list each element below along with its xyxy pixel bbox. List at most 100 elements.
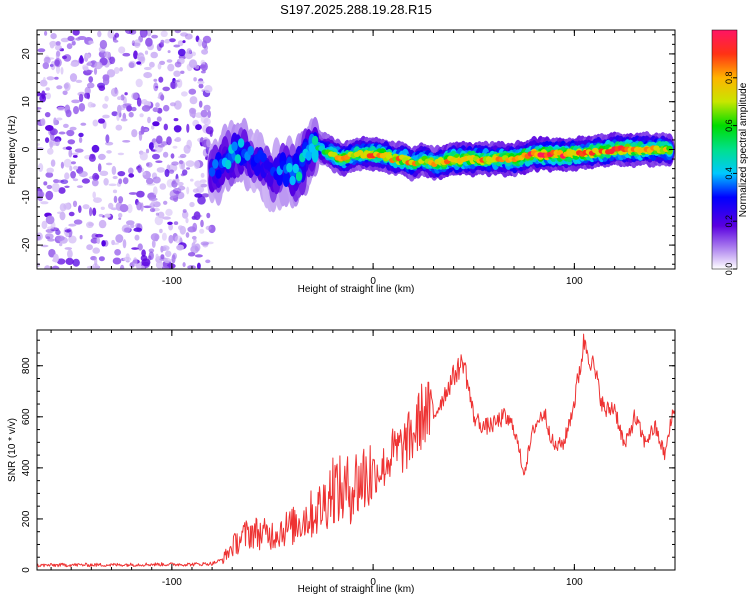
noise-speckle bbox=[63, 123, 69, 128]
noise-speckle bbox=[125, 30, 134, 34]
noise-speckle bbox=[139, 151, 148, 161]
noise-speckle bbox=[72, 200, 78, 207]
noise-speckle bbox=[62, 90, 68, 96]
noise-speckle bbox=[144, 128, 149, 132]
noise-speckle bbox=[162, 151, 169, 158]
noise-speckle bbox=[47, 238, 55, 242]
noise-speckle bbox=[197, 262, 201, 269]
noise-speckle bbox=[51, 265, 60, 269]
noise-speckle bbox=[68, 211, 75, 217]
noise-speckle bbox=[75, 79, 83, 83]
noise-speckle bbox=[173, 70, 181, 77]
noise-speckle bbox=[65, 257, 74, 265]
noise-speckle bbox=[64, 247, 73, 250]
noise-speckle bbox=[152, 176, 161, 184]
noise-speckle bbox=[72, 178, 79, 182]
noise-speckle bbox=[94, 61, 103, 70]
y-tick-label: 0 bbox=[21, 567, 32, 573]
noise-speckle bbox=[191, 235, 197, 240]
noise-speckle bbox=[166, 263, 176, 269]
noise-speckle bbox=[163, 257, 171, 263]
noise-speckle bbox=[70, 61, 79, 67]
noise-speckle bbox=[135, 78, 143, 88]
noise-speckle bbox=[148, 248, 155, 253]
noise-speckle bbox=[78, 205, 82, 214]
noise-speckle bbox=[50, 33, 57, 40]
noise-speckle bbox=[88, 154, 96, 162]
noise-speckle bbox=[64, 185, 70, 188]
noise-speckle bbox=[37, 92, 41, 97]
noise-speckle bbox=[169, 81, 178, 90]
noise-speckle bbox=[80, 122, 87, 126]
spectrogram-y-ticks: -20 -10 0 10 20 bbox=[21, 34, 675, 265]
x-tick-label: -100 bbox=[162, 276, 182, 287]
noise-speckle bbox=[151, 239, 156, 248]
noise-speckle bbox=[160, 245, 164, 253]
noise-speckle bbox=[155, 212, 159, 216]
noise-speckle bbox=[106, 69, 116, 78]
noise-speckle bbox=[45, 125, 54, 131]
noise-speckle bbox=[207, 110, 212, 119]
noise-speckle bbox=[165, 250, 172, 258]
noise-speckle bbox=[112, 189, 118, 194]
noise-speckle bbox=[124, 92, 128, 96]
ridge-cell bbox=[237, 138, 245, 148]
noise-speckle bbox=[205, 126, 214, 135]
noise-speckle bbox=[113, 39, 119, 43]
noise-speckle bbox=[67, 35, 75, 42]
noise-speckle bbox=[123, 227, 131, 233]
y-tick-label: 400 bbox=[21, 459, 32, 476]
noise-speckle bbox=[104, 51, 111, 58]
colorbar-tick-label: 0.6 bbox=[724, 119, 734, 132]
noise-speckle bbox=[111, 165, 117, 175]
noise-speckle bbox=[186, 139, 192, 149]
noise-speckle bbox=[145, 148, 150, 154]
snr-x-ticks: -100 0 100 bbox=[50, 330, 676, 588]
noise-speckle bbox=[201, 40, 208, 49]
noise-speckle bbox=[131, 92, 139, 100]
ridge-cell bbox=[247, 145, 254, 156]
noise-speckle bbox=[146, 162, 153, 168]
noise-speckle bbox=[186, 167, 191, 170]
noise-speckle bbox=[72, 258, 80, 267]
noise-speckle bbox=[186, 123, 190, 133]
noise-speckle bbox=[110, 87, 119, 97]
noise-speckle bbox=[114, 249, 121, 256]
noise-speckle bbox=[74, 148, 84, 153]
noise-speckle bbox=[78, 171, 88, 178]
noise-speckle bbox=[160, 141, 168, 146]
noise-speckle bbox=[94, 257, 98, 267]
noise-speckle bbox=[138, 56, 145, 62]
noise-speckle bbox=[105, 141, 114, 146]
noise-speckle bbox=[92, 247, 100, 254]
noise-speckle bbox=[97, 30, 102, 38]
ridge-cell bbox=[311, 135, 319, 146]
noise-speckle bbox=[177, 185, 186, 191]
noise-speckle bbox=[50, 159, 56, 167]
noise-speckle bbox=[78, 103, 86, 112]
noise-speckle bbox=[66, 129, 75, 137]
noise-speckle bbox=[40, 201, 49, 205]
noise-speckle bbox=[38, 191, 45, 198]
noise-speckle bbox=[100, 206, 105, 210]
noise-speckle bbox=[71, 152, 79, 156]
noise-speckle bbox=[200, 219, 204, 228]
x-tick-label: 100 bbox=[566, 276, 583, 287]
noise-speckle bbox=[86, 244, 93, 251]
noise-speckle bbox=[116, 112, 120, 122]
noise-speckle bbox=[101, 240, 106, 247]
noise-speckle bbox=[52, 138, 59, 142]
noise-speckle bbox=[136, 201, 142, 211]
noise-speckle bbox=[178, 160, 184, 165]
noise-speckle bbox=[167, 50, 171, 54]
y-tick-label: 600 bbox=[21, 408, 32, 425]
noise-speckle bbox=[160, 39, 165, 45]
noise-speckle bbox=[188, 88, 197, 95]
noise-speckle bbox=[203, 104, 211, 111]
noise-speckle bbox=[72, 30, 80, 36]
noise-speckle bbox=[200, 241, 209, 246]
noise-speckle bbox=[56, 235, 65, 241]
noise-speckle bbox=[113, 195, 118, 203]
